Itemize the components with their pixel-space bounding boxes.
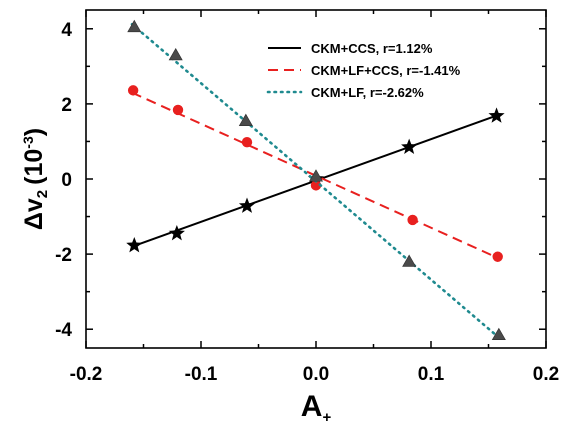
series-1-point xyxy=(488,107,505,123)
series-2-point xyxy=(407,214,418,226)
axis-tick-labels: -0.2 -0.1 0.0 0.1 0.2 -4 -2 0 2 4 xyxy=(55,20,559,385)
y-axis-title-unit: (10 xyxy=(20,149,48,185)
series-2-point xyxy=(310,180,322,191)
x-axis-title-main: A xyxy=(301,390,323,423)
series-1-point xyxy=(238,197,256,213)
series-2-point xyxy=(127,85,139,96)
y-tick-label: 4 xyxy=(61,20,72,41)
x-tick-label: -0.1 xyxy=(185,364,218,385)
legend-label-1: CKM+CCS, r=1.12% xyxy=(311,41,433,56)
x-tick-label: 0.1 xyxy=(418,364,445,385)
y-tick-label: 0 xyxy=(61,170,72,191)
x-axis-title: A+ xyxy=(301,390,332,426)
x-axis-title-subscript: + xyxy=(322,409,331,426)
series-3-point xyxy=(238,113,253,126)
y-tick-label: -4 xyxy=(55,320,72,341)
x-tick-label: 0.0 xyxy=(303,364,329,385)
series-1-point xyxy=(126,236,143,253)
series-3 xyxy=(127,19,506,342)
y-tick-label: 2 xyxy=(61,95,72,116)
legend-label-3: CKM+LF, r=-2.62% xyxy=(311,85,424,100)
legend: CKM+CCS, r=1.12% CKM+LF+CCS, r=-1.41% CKM+… xyxy=(266,41,461,100)
axis-ticks xyxy=(85,10,547,348)
series-3-point xyxy=(491,327,506,341)
series-layer xyxy=(126,19,506,342)
series-1-point xyxy=(168,224,185,241)
y-axis-title: Δv2 (10-3) xyxy=(20,128,51,230)
y-axis-title-unit-superscript: -3 xyxy=(20,136,36,149)
x-tick-label: -0.2 xyxy=(70,364,103,385)
y-axis-title-subscript: 2 xyxy=(34,190,51,198)
series-3-point xyxy=(308,169,324,182)
series-3-point xyxy=(127,19,142,33)
series-2-point xyxy=(241,136,253,148)
legend-label-2: CKM+LF+CCS, r=-1.41% xyxy=(311,63,461,78)
y-tick-label: -2 xyxy=(55,245,72,266)
series-3-fit-line xyxy=(130,22,504,342)
series-3-point xyxy=(402,254,417,267)
series-3-point xyxy=(168,47,183,61)
x-tick-label: 0.2 xyxy=(533,364,559,385)
series-2-point xyxy=(492,251,503,262)
y-axis-title-unit-close: ) xyxy=(20,128,48,136)
series-2-point xyxy=(172,104,184,116)
series-1-point xyxy=(401,138,418,154)
y-axis-title-main: Δv xyxy=(20,198,48,230)
